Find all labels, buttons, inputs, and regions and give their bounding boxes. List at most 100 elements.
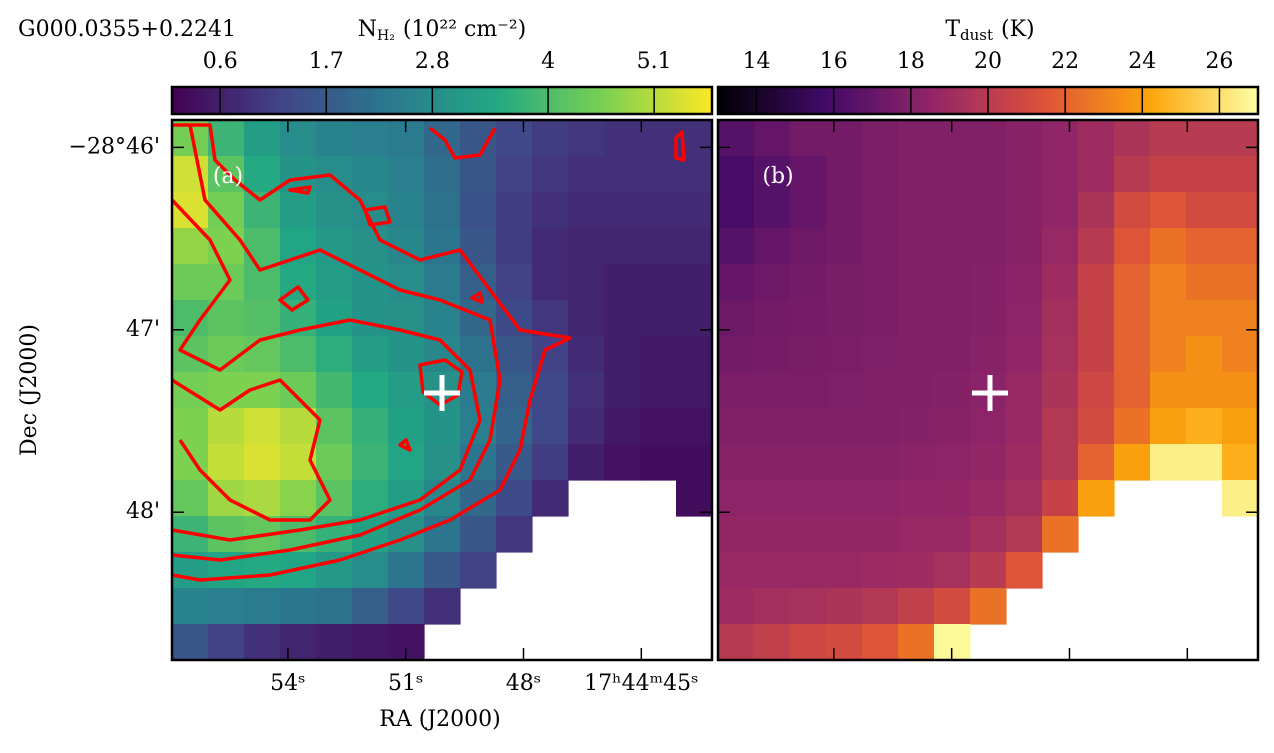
- cell: [1222, 480, 1259, 517]
- cell: [1150, 192, 1187, 229]
- colorbar-swatch: [1199, 87, 1205, 114]
- cell: [208, 444, 245, 481]
- cell: [898, 120, 935, 157]
- cell: [898, 588, 935, 625]
- cell: [862, 120, 899, 157]
- cell: [1222, 192, 1259, 229]
- colorbar-swatch: [325, 87, 331, 114]
- cell: [934, 372, 971, 409]
- colorbar-swatch: [817, 87, 823, 114]
- cell: [352, 552, 389, 589]
- cell: [496, 192, 533, 229]
- cell: [898, 516, 935, 553]
- colorbar-swatch: [776, 87, 782, 114]
- cell: [496, 156, 533, 193]
- cell: [790, 552, 827, 589]
- cell: [1042, 156, 1079, 193]
- contour: [172, 124, 502, 562]
- cell: [898, 192, 935, 229]
- cell: [604, 408, 641, 445]
- colorbar-tick-label: 24: [1128, 49, 1156, 74]
- colorbar-swatch: [1235, 87, 1241, 114]
- cell: [172, 192, 209, 229]
- cell: [1042, 300, 1079, 337]
- cell: [532, 480, 569, 517]
- colorbar-swatch: [1010, 87, 1016, 114]
- cell: [208, 372, 245, 409]
- symbol: T: [945, 17, 960, 42]
- colorbar-swatch: [1033, 87, 1039, 114]
- colorbar-swatch: [707, 87, 713, 114]
- colorbar-swatch: [727, 87, 733, 114]
- colorbar-swatch: [653, 87, 659, 114]
- cell: [604, 120, 641, 157]
- cell: [826, 552, 863, 589]
- colorbar-swatch: [1096, 87, 1102, 114]
- colorbar-swatch: [338, 87, 344, 114]
- cell: [1114, 408, 1151, 445]
- colorbar-swatch: [505, 87, 511, 114]
- cell: [1042, 372, 1079, 409]
- cell: [718, 120, 755, 157]
- cell: [862, 588, 899, 625]
- cell: [898, 300, 935, 337]
- cell: [1150, 156, 1187, 193]
- colorbar-swatch: [911, 87, 917, 114]
- colorbar-swatch: [1186, 87, 1192, 114]
- cell: [898, 408, 935, 445]
- colorbar-swatch: [1015, 87, 1021, 114]
- colorbar-swatch: [947, 87, 953, 114]
- colorbar-swatch: [1249, 87, 1255, 114]
- cell: [496, 336, 533, 373]
- cell: [568, 228, 605, 265]
- cell: [676, 264, 713, 301]
- contour: [363, 205, 392, 227]
- cell: [718, 480, 755, 517]
- colorbar-swatch: [676, 87, 682, 114]
- cell: [388, 552, 425, 589]
- colorbar-swatch: [1042, 87, 1048, 114]
- colorbar-swatch: [208, 87, 214, 114]
- colorbar-swatch: [893, 87, 899, 114]
- colorbar-swatch: [455, 87, 461, 114]
- cell: [826, 336, 863, 373]
- cell: [208, 156, 245, 193]
- colorbar-swatch: [266, 87, 272, 114]
- cell: [316, 624, 353, 661]
- colorbar-swatch: [853, 87, 859, 114]
- cell: [790, 444, 827, 481]
- cell: [790, 336, 827, 373]
- colorbar-swatch: [491, 87, 497, 114]
- cell: [424, 192, 461, 229]
- colorbar-swatch: [722, 87, 728, 114]
- colorbar-swatch: [649, 87, 655, 114]
- colorbar-swatch: [866, 87, 872, 114]
- colorbar-tick-label: 16: [820, 49, 848, 74]
- y-tick-label: 47': [126, 317, 160, 342]
- colorbar-swatch: [1123, 87, 1129, 114]
- colorbar-swatch: [532, 87, 538, 114]
- colorbar-swatch: [934, 87, 940, 114]
- colorbar-swatch: [599, 87, 605, 114]
- colorbar-swatch: [1091, 87, 1097, 114]
- cell: [568, 300, 605, 337]
- cell: [1078, 120, 1115, 157]
- cell: [424, 156, 461, 193]
- cell: [970, 552, 1007, 589]
- cell: [754, 372, 791, 409]
- colorbar-swatch: [799, 87, 805, 114]
- colorbar-swatch: [794, 87, 800, 114]
- colorbar-swatch: [334, 87, 340, 114]
- cell: [718, 372, 755, 409]
- cell: [244, 120, 281, 157]
- colorbar-swatch: [667, 87, 673, 114]
- cell: [172, 624, 209, 661]
- colorbar-swatch: [1051, 87, 1057, 114]
- cell: [1078, 192, 1115, 229]
- colorbar-swatch: [1181, 87, 1187, 114]
- colorbar-swatch: [979, 87, 985, 114]
- colorbar-swatch: [1046, 87, 1052, 114]
- colorbar-swatch: [880, 87, 886, 114]
- colorbar-swatch: [1064, 87, 1070, 114]
- cell: [352, 480, 389, 517]
